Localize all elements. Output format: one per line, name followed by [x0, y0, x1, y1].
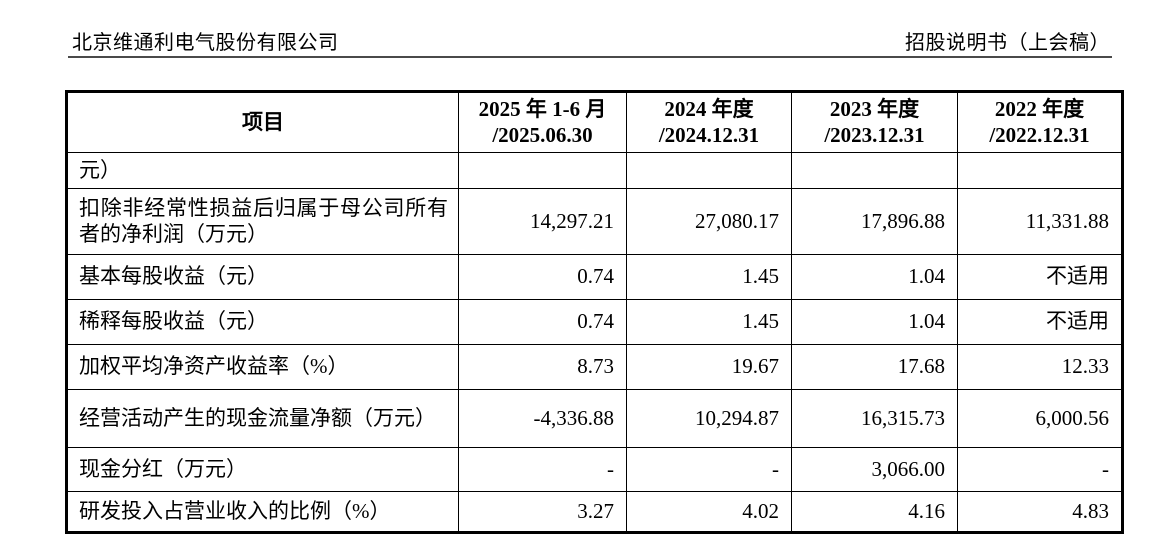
cell-value: 4.83: [957, 490, 1123, 533]
header-rule: [68, 56, 1112, 58]
cell-value: 10,294.87: [626, 388, 792, 448]
row-label: 稀释每股收益（元）: [66, 298, 459, 345]
cell-value: 19.67: [626, 343, 792, 390]
cell-value: 17.68: [791, 343, 958, 390]
column-header-2023: 2023 年度 /2023.12.31: [791, 91, 958, 153]
row-label: 研发投入占营业收入的比例（%）: [66, 490, 459, 533]
cell-value: 8.73: [458, 343, 627, 390]
column-header-line2: /2023.12.31: [824, 123, 925, 148]
row-label: 现金分红（万元）: [66, 446, 459, 492]
cell-value: 0.74: [458, 253, 627, 300]
column-header-item: 项目: [66, 91, 459, 153]
column-header-line1: 2022 年度: [994, 97, 1085, 121]
column-header-2025: 2025 年 1-6 月 /2025.06.30: [458, 91, 627, 153]
cell-value: 27,080.17: [626, 187, 792, 255]
cell-value: 3,066.00: [791, 446, 958, 492]
table-row: 现金分红（万元） - - 3,066.00 -: [66, 446, 1123, 492]
row-label: 扣除非经常性损益后归属于母公司所有者的净利润（万元）: [66, 187, 459, 255]
column-header-line2: /2025.06.30: [492, 123, 593, 148]
column-header-line2: /2022.12.31: [989, 123, 1090, 148]
column-header-line2: /2024.12.31: [658, 123, 760, 148]
document-title: 招股说明书（上会稿）: [905, 32, 1110, 54]
table-row: 加权平均净资产收益率（%） 8.73 19.67 17.68 12.33: [66, 343, 1123, 390]
column-header-2024: 2024 年度 /2024.12.31: [626, 91, 792, 153]
table-row: 经营活动产生的现金流量净额（万元） -4,336.88 10,294.87 16…: [66, 388, 1123, 448]
cell-value: 0.74: [458, 298, 627, 345]
column-header-line1: 项目: [242, 110, 284, 135]
cell-value: [626, 151, 792, 189]
financial-summary-table: 项目 2025 年 1-6 月 /2025.06.30 2024 年度 /202…: [65, 90, 1124, 534]
table-row: 基本每股收益（元） 0.74 1.45 1.04 不适用: [66, 253, 1123, 300]
cell-value: 14,297.21: [458, 187, 627, 255]
cell-value: 不适用: [957, 253, 1123, 300]
table-row: 元）: [66, 151, 1123, 189]
table-row: 研发投入占营业收入的比例（%） 3.27 4.02 4.16 4.83: [66, 490, 1123, 533]
cell-value: 3.27: [458, 490, 627, 533]
row-label: 加权平均净资产收益率（%）: [66, 343, 459, 390]
row-label: 经营活动产生的现金流量净额（万元）: [66, 388, 459, 448]
table-row: 稀释每股收益（元） 0.74 1.45 1.04 不适用: [66, 298, 1123, 345]
cell-value: 1.45: [626, 298, 792, 345]
cell-value: -: [458, 446, 627, 492]
page-header: 北京维通利电气股份有限公司 招股说明书（上会稿）: [72, 26, 1110, 55]
company-name: 北京维通利电气股份有限公司: [72, 32, 339, 54]
cell-value: -4,336.88: [458, 388, 627, 448]
cell-value: 6,000.56: [957, 388, 1123, 448]
cell-value: 1.04: [791, 298, 958, 345]
cell-value: 11,331.88: [957, 187, 1123, 255]
cell-value: 不适用: [957, 298, 1123, 345]
cell-value: 12.33: [957, 343, 1123, 390]
cell-value: [957, 151, 1123, 189]
cell-value: -: [957, 446, 1123, 492]
cell-value: 4.02: [626, 490, 792, 533]
table-header-row: 项目 2025 年 1-6 月 /2025.06.30 2024 年度 /202…: [66, 91, 1123, 153]
cell-value: 17,896.88: [791, 187, 958, 255]
cell-value: [458, 151, 627, 189]
cell-value: 1.04: [791, 253, 958, 300]
cell-value: [791, 151, 958, 189]
table-row: 扣除非经常性损益后归属于母公司所有者的净利润（万元） 14,297.21 27,…: [66, 187, 1123, 255]
column-header-line1: 2024 年度: [664, 97, 754, 121]
cell-value: 1.45: [626, 253, 792, 300]
row-label: 基本每股收益（元）: [66, 253, 459, 300]
cell-value: 4.16: [791, 490, 958, 533]
column-header-line1: 2023 年度: [829, 97, 920, 121]
column-header-2022: 2022 年度 /2022.12.31: [957, 91, 1123, 153]
cell-value: 16,315.73: [791, 388, 958, 448]
cell-value: -: [626, 446, 792, 492]
column-header-line1: 2025 年 1-6 月: [478, 97, 607, 121]
row-label: 元）: [66, 151, 459, 189]
